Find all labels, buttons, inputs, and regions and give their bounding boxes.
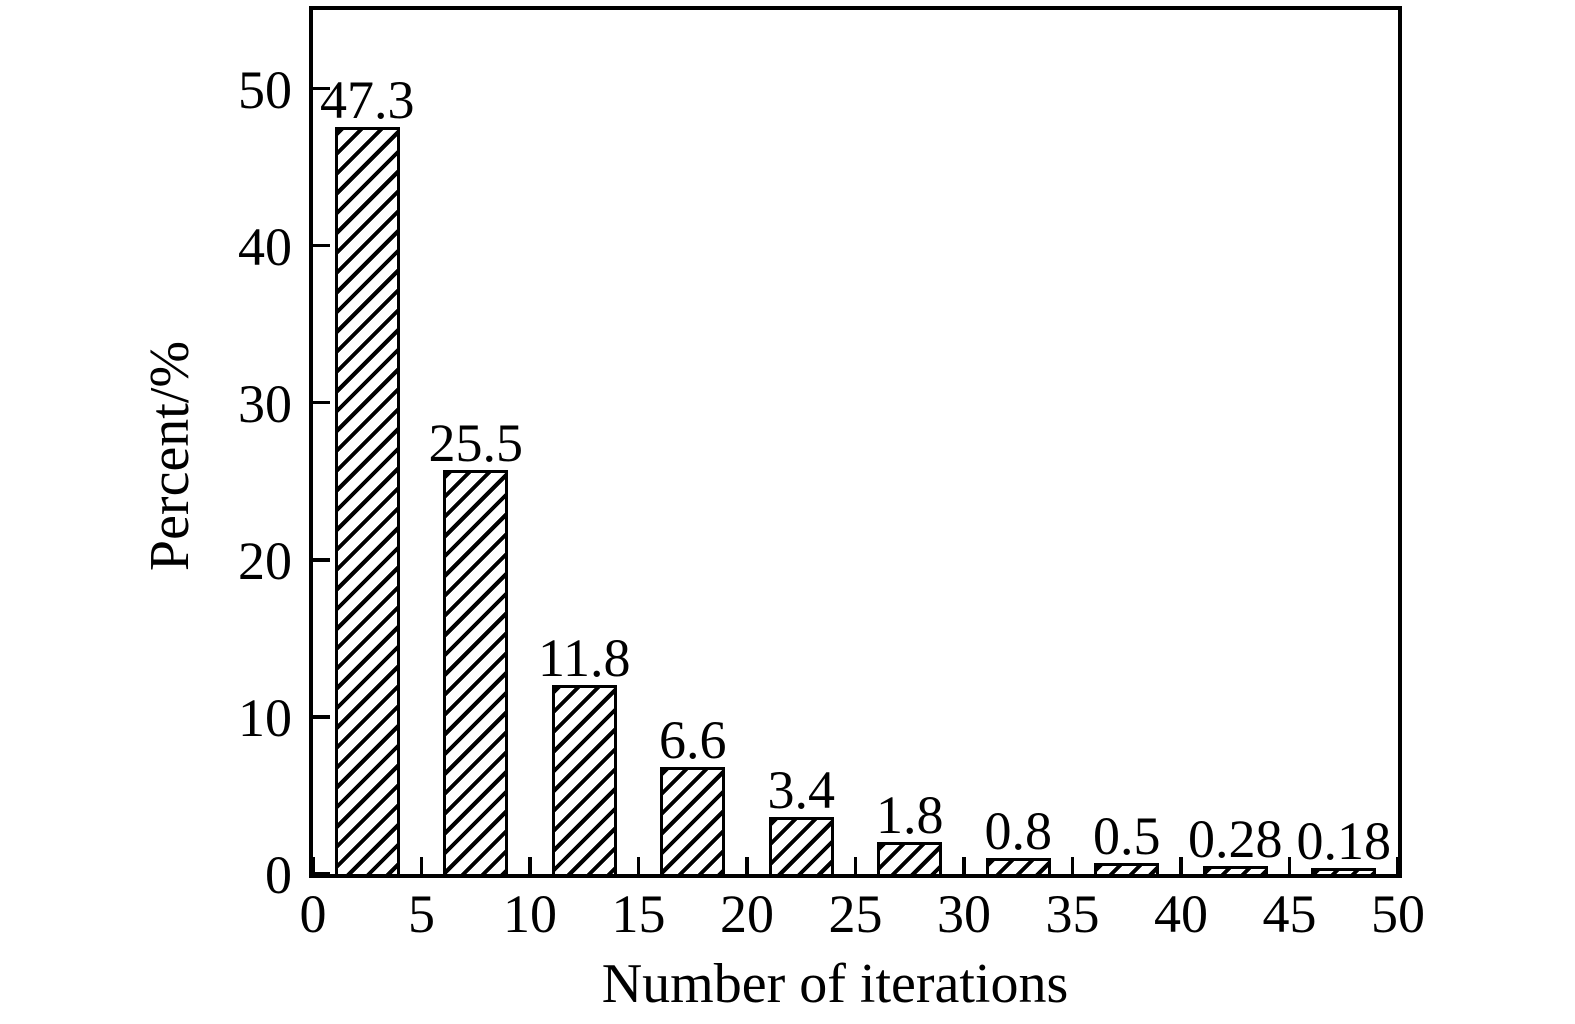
x-tick — [1287, 857, 1292, 874]
x-tick-label: 5 — [408, 884, 435, 944]
x-tick-label: 15 — [611, 884, 666, 944]
bar-value-label: 0.18 — [1296, 810, 1392, 871]
x-tick — [419, 857, 424, 874]
bar-value-label: 3.4 — [767, 760, 836, 821]
histogram-bar — [768, 817, 834, 874]
x-tick-label: 45 — [1262, 884, 1317, 944]
x-tick — [962, 857, 966, 874]
histogram-bar — [660, 766, 726, 874]
bar-value-label: 0.5 — [1093, 805, 1161, 866]
y-tick-label: 50 — [238, 59, 292, 120]
histogram-bar — [1311, 867, 1377, 874]
histogram-bar — [334, 127, 400, 874]
y-tick-label: 20 — [238, 530, 292, 591]
x-tick-label: 25 — [828, 884, 883, 944]
x-tick-label: 30 — [937, 884, 991, 944]
histogram-bar — [551, 685, 617, 874]
histogram-bar — [985, 857, 1051, 874]
bar-value-label: 11.8 — [538, 628, 631, 689]
x-tick-label: 0 — [299, 884, 327, 944]
x-tick — [745, 857, 749, 874]
y-tick — [313, 243, 330, 248]
y-tick — [313, 400, 330, 405]
x-tick — [1070, 857, 1075, 874]
x-tick-label: 20 — [720, 884, 774, 944]
y-tick-label: 30 — [238, 373, 292, 434]
histogram-bar — [877, 842, 943, 874]
y-tick — [313, 558, 330, 562]
x-tick — [1396, 857, 1400, 874]
bar-value-label: 6.6 — [659, 709, 727, 770]
histogram-bar — [443, 469, 509, 874]
plot-frame — [309, 6, 1402, 878]
x-tick — [528, 857, 532, 874]
y-tick-label: 10 — [238, 687, 292, 748]
y-tick — [313, 86, 330, 91]
bar-value-label: 0.8 — [984, 800, 1053, 861]
x-tick — [311, 857, 315, 874]
x-tick-label: 35 — [1045, 884, 1100, 944]
bar-value-label: 1.8 — [876, 785, 944, 846]
x-tick-label: 40 — [1154, 884, 1208, 944]
x-tick-label: 10 — [503, 884, 557, 944]
bar-value-label: 25.5 — [428, 412, 524, 473]
y-tick — [313, 872, 330, 876]
bar-value-label: 47.3 — [320, 70, 415, 131]
x-axis-label: Number of iterations — [601, 953, 1069, 1015]
y-tick-label: 40 — [238, 216, 292, 277]
y-tick-label: 0 — [265, 845, 292, 905]
plot-inner — [311, 10, 1400, 876]
x-tick — [1179, 857, 1183, 874]
x-tick-label: 50 — [1371, 884, 1425, 944]
histogram-bar — [1202, 866, 1268, 874]
histogram-bar — [1094, 862, 1160, 874]
bar-value-label: 0.28 — [1188, 809, 1283, 870]
x-tick — [636, 857, 641, 874]
x-tick — [853, 857, 858, 874]
y-tick — [313, 715, 330, 719]
